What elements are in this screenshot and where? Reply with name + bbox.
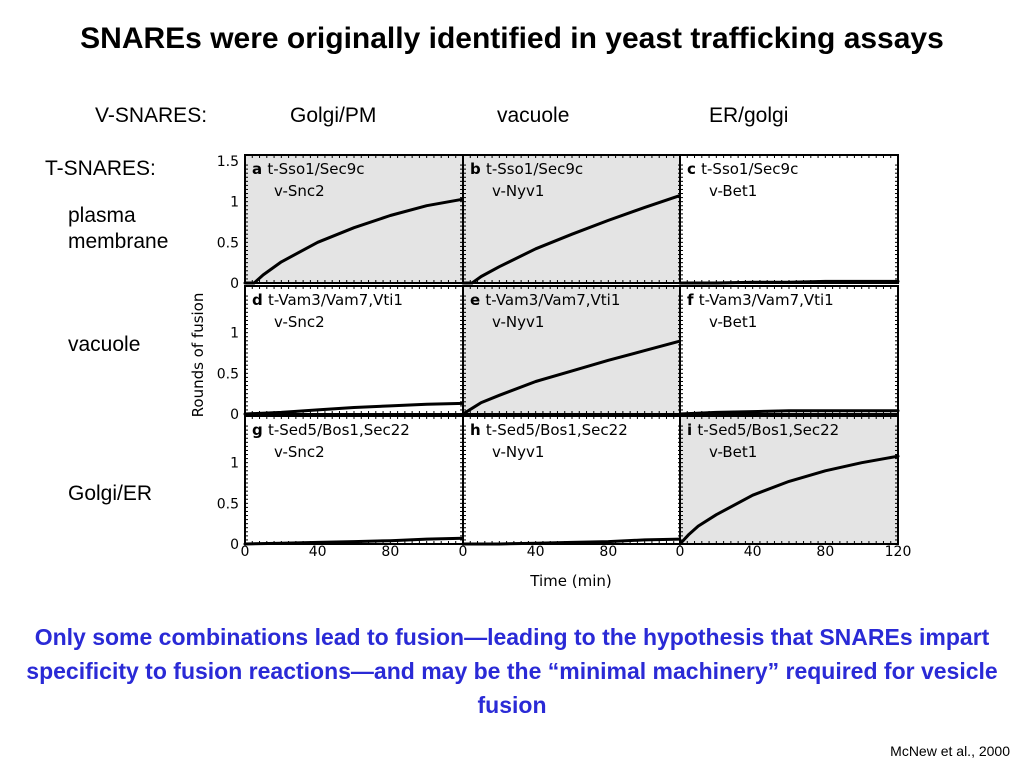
series-line-h (461, 537, 683, 546)
panel-frame (679, 285, 899, 415)
citation: McNew et al., 2000 (890, 743, 1010, 759)
v-snare-label-h: v-Nyv1 (492, 443, 544, 461)
series-line-b (461, 193, 683, 285)
y-tick-label: 1 (230, 326, 239, 342)
x-axis-title: Time (min) (529, 572, 611, 590)
panel-letter: h (470, 421, 486, 439)
panel-label-h: h t-Sed5/Bos1,Sec22 (470, 421, 628, 439)
panel-background (680, 155, 898, 283)
y-tick-label: 1.5 (217, 154, 239, 170)
y-tick-label: 0 (230, 407, 239, 423)
y-tick-label: 0.5 (217, 496, 239, 512)
panel-background (680, 286, 898, 414)
v-snare-label-i: v-Bet1 (709, 443, 757, 461)
fusion-chart-grid: a t-Sso1/Sec9c v-Snc2 b t-Sso1/Sec9c v-Nyv1… (189, 154, 912, 590)
series-line-f (678, 409, 900, 416)
panel-label-a: a t-Sso1/Sec9c (252, 160, 365, 178)
panel-b: b t-Sso1/Sec9c v-Nyv1 (461, 154, 683, 285)
x-tick-label: 40 (744, 544, 762, 560)
x-tick-label: 0 (459, 544, 468, 560)
v-snare-label-g: v-Snc2 (274, 443, 325, 461)
panel-h: h t-Sed5/Bos1,Sec22 v-Nyv1 (461, 415, 683, 546)
y-tick-label: 0.5 (217, 235, 239, 251)
panel-a: a t-Sso1/Sec9c v-Snc2 (243, 154, 465, 285)
t-snare-label: t-Vam3/Vam7,Vti1 (268, 291, 403, 309)
panel-letter: d (252, 291, 268, 309)
v-snare-target-vacuole: vacuole (497, 104, 570, 127)
series-line-g (243, 536, 465, 546)
t-snare-target-golgi-er: Golgi/ER (68, 482, 153, 505)
t-snare-label: t-Sed5/Bos1,Sec22 (268, 421, 410, 439)
y-tick-label: 0 (230, 537, 239, 553)
panel-label-i: i t-Sed5/Bos1,Sec22 (687, 421, 839, 439)
y-axis-title: Rounds of fusion (189, 293, 207, 418)
t-snare-label: t-Sed5/Bos1,Sec22 (697, 421, 839, 439)
panel-letter: c (687, 160, 701, 178)
v-snare-target-golgi-pm: Golgi/PM (290, 104, 377, 127)
conclusion-caption: Only some combinations lead to fusion—le… (26, 624, 998, 718)
panel-d: d t-Vam3/Vam7,Vti1 v-Snc2 (243, 285, 465, 416)
y-tick-label: 0.5 (217, 366, 239, 382)
panel-letter: a (252, 160, 267, 178)
panel-f: f t-Vam3/Vam7,Vti1 v-Bet1 (678, 285, 900, 416)
t-snare-label: t-Sso1/Sec9c (701, 160, 798, 178)
panel-label-d: d t-Vam3/Vam7,Vti1 (252, 291, 403, 309)
series-line-d (243, 401, 465, 416)
panel-e: e t-Vam3/Vam7,Vti1 v-Nyv1 (461, 285, 683, 416)
panel-frame (679, 415, 899, 545)
panel-label-b: b t-Sso1/Sec9c (470, 160, 583, 178)
x-tick-label: 40 (309, 544, 327, 560)
x-tick-label: 80 (599, 544, 617, 560)
panel-background (463, 155, 681, 283)
panel-background (245, 286, 463, 414)
x-tick-label: 0 (241, 544, 250, 560)
t-snare-target-plasma-membrane: plasma membrane (68, 204, 169, 253)
v-snare-label-b: v-Nyv1 (492, 182, 544, 200)
panel-letter: f (687, 291, 699, 309)
t-snare-label: t-Sso1/Sec9c (486, 160, 583, 178)
panel-letter: e (470, 291, 485, 309)
panel-background (245, 416, 463, 544)
v-snare-target-er-golgi: ER/golgi (709, 104, 789, 127)
panel-letter: g (252, 421, 268, 439)
panel-i: i t-Sed5/Bos1,Sec22 v-Bet1 (678, 415, 900, 546)
panel-label-c: c t-Sso1/Sec9c (687, 160, 798, 178)
panel-g: g t-Sed5/Bos1,Sec22 v-Snc2 (243, 415, 465, 546)
x-tick-label: 120 (885, 544, 912, 560)
v-snares-label: V-SNARES: (95, 104, 208, 127)
panel-label-g: g t-Sed5/Bos1,Sec22 (252, 421, 410, 439)
x-tick-label: 40 (527, 544, 545, 560)
slide-title: SNAREs were originally identified in yea… (80, 22, 944, 55)
t-snare-label: t-Sed5/Bos1,Sec22 (486, 421, 628, 439)
series-line-c (678, 279, 900, 285)
series-line-a (243, 197, 465, 285)
y-tick-label: 1 (230, 195, 239, 211)
t-snares-label: T-SNARES: (45, 157, 156, 180)
t-snare-target-vacuole: vacuole (68, 333, 141, 356)
panel-background (463, 416, 681, 544)
panel-label-f: f t-Vam3/Vam7,Vti1 (687, 291, 834, 309)
y-tick-label: 0 (230, 276, 239, 292)
v-snare-label-e: v-Nyv1 (492, 313, 544, 331)
series-line-e (461, 339, 683, 416)
v-snare-label-f: v-Bet1 (709, 313, 757, 331)
y-tick-label: 1 (230, 456, 239, 472)
x-tick-label: 80 (381, 544, 399, 560)
panel-letter: b (470, 160, 486, 178)
panel-letter: i (687, 421, 697, 439)
v-snare-label-d: v-Snc2 (274, 313, 325, 331)
v-snare-label-c: v-Bet1 (709, 182, 757, 200)
panel-label-e: e t-Vam3/Vam7,Vti1 (470, 291, 620, 309)
v-snare-label-a: v-Snc2 (274, 182, 325, 200)
series-line-i (678, 454, 900, 546)
x-tick-label: 0 (676, 544, 685, 560)
t-snare-label: t-Vam3/Vam7,Vti1 (699, 291, 834, 309)
t-snare-label: t-Vam3/Vam7,Vti1 (485, 291, 620, 309)
x-tick-label: 80 (816, 544, 834, 560)
t-snare-label: t-Sso1/Sec9c (267, 160, 364, 178)
panel-c: c t-Sso1/Sec9c v-Bet1 (678, 154, 900, 285)
